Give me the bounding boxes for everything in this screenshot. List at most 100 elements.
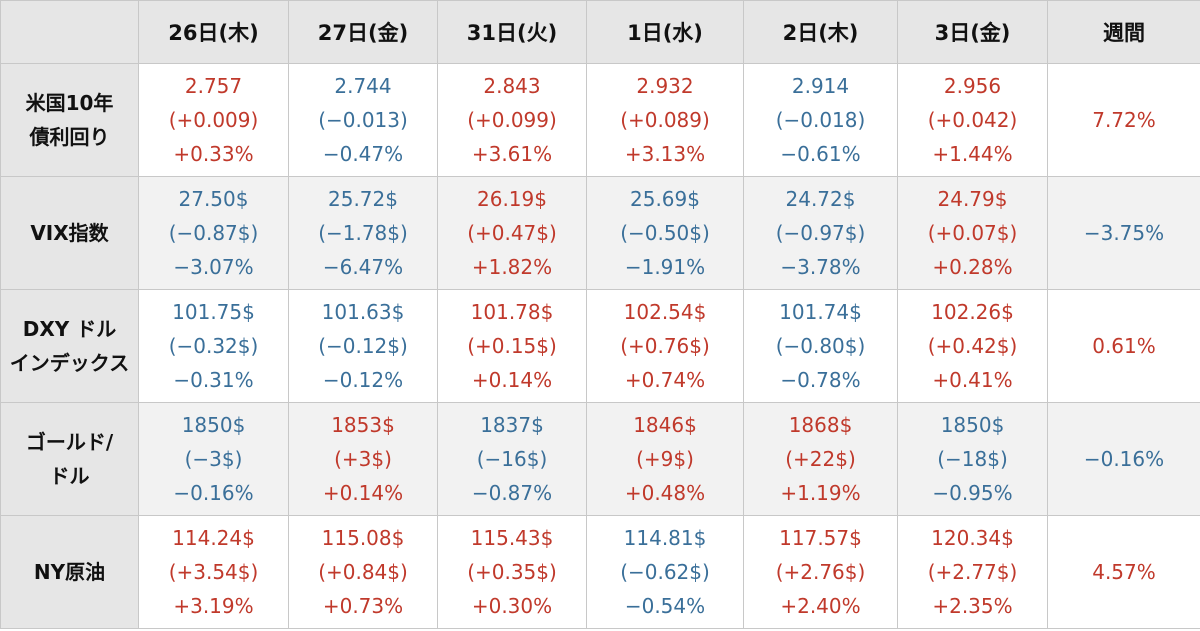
data-cell: 2.744 (−0.013) −0.47% <box>288 63 438 177</box>
cell-value: 25.72$ <box>328 187 398 211</box>
cell-value: 25.69$ <box>630 187 700 211</box>
data-cell: 1837$ (−16$) −0.87% <box>437 402 587 516</box>
cell-value: 1850$ <box>940 413 1005 437</box>
cell-value: 2.932 <box>636 74 694 98</box>
cell-pct: +0.48% <box>624 481 706 505</box>
row-label-line: 米国10年 <box>25 91 114 115</box>
table-row: NY原油 114.24$ (+3.54$) +3.19% 115.08$ (+0.84$)… <box>0 515 1200 629</box>
table-row: VIX指数 27.50$ (−0.87$) −3.07% 25.72$ (−1.78$) −… <box>0 176 1200 290</box>
cell-pct: +1.19% <box>780 481 861 505</box>
row-label-line: DXY ドル <box>22 317 117 341</box>
cell-change: (+0.009) <box>168 108 259 132</box>
cell-change: (+0.099) <box>467 108 557 132</box>
cell-change: (−0.62$) <box>620 560 710 584</box>
data-cell: 115.43$ (+0.35$) +0.30% <box>437 515 587 629</box>
cell-value: 2.757 <box>184 74 243 98</box>
weekly-change-cell: −3.75% <box>1047 176 1200 290</box>
data-cell: 114.24$ (+3.54$) +3.19% <box>138 515 289 629</box>
cell-pct: −0.54% <box>624 594 706 618</box>
data-cell: 114.81$ (−0.62$) −0.54% <box>586 515 744 629</box>
cell-change: (−3$) <box>184 447 243 471</box>
cell-value: 24.72$ <box>785 187 856 211</box>
cell-pct: +0.30% <box>471 594 553 618</box>
data-cell: 117.57$ (+2.76$) +2.40% <box>743 515 898 629</box>
data-cell: 24.72$ (−0.97$) −3.78% <box>743 176 898 290</box>
cell-value: 102.54$ <box>623 300 707 324</box>
cell-pct: +0.28% <box>932 255 1013 279</box>
cell-pct: +0.14% <box>322 481 404 505</box>
data-cell: 115.08$ (+0.84$) +0.73% <box>288 515 438 629</box>
column-header-weekly: 週間 <box>1047 0 1200 64</box>
data-cell: 101.63$ (−0.12$) −0.12% <box>288 289 438 403</box>
cell-pct: −0.78% <box>780 368 861 392</box>
cell-value: 102.26$ <box>931 300 1014 324</box>
data-cell: 1853$ (+3$) +0.14% <box>288 402 438 516</box>
cell-change: (−1.78$) <box>318 221 408 245</box>
column-header: 1日(水) <box>586 0 744 64</box>
row-header: ゴールド/ドル <box>0 402 139 516</box>
data-cell: 101.75$ (−0.32$) −0.31% <box>138 289 289 403</box>
row-label-line: VIX指数 <box>30 221 109 245</box>
cell-value: 27.50$ <box>178 187 249 211</box>
table-row: 米国10年 債利回り 2.757 (+0.009) +0.33% 2.744 (−0.013… <box>0 63 1200 177</box>
data-cell: 26.19$ (+0.47$) +1.82% <box>437 176 587 290</box>
row-label-line: ドル <box>49 464 90 488</box>
column-header: 26日(木) <box>138 0 289 64</box>
data-cell: 2.914 (−0.018) −0.61% <box>743 63 898 177</box>
cell-change: (−16$) <box>476 447 548 471</box>
cell-change: (+3$) <box>334 447 392 471</box>
weekly-change-cell: 7.72% <box>1047 63 1200 177</box>
cell-change: (+0.76$) <box>620 334 710 358</box>
data-cell: 2.843 (+0.099) +3.61% <box>437 63 587 177</box>
data-cell: 1850$ (−3$) −0.16% <box>138 402 289 516</box>
row-header: NY原油 <box>0 515 139 629</box>
cell-pct: −6.47% <box>322 255 404 279</box>
cell-change: (−0.12$) <box>318 334 408 358</box>
cell-change: (+0.84$) <box>318 560 408 584</box>
cell-change: (−0.50$) <box>620 221 710 245</box>
cell-value: 2.744 <box>334 74 392 98</box>
cell-value: 101.74$ <box>779 300 862 324</box>
data-cell: 120.34$ (+2.77$) +2.35% <box>897 515 1048 629</box>
cell-value: 117.57$ <box>779 526 862 550</box>
data-cell: 2.956 (+0.042) +1.44% <box>897 63 1048 177</box>
row-header: DXY ドル インデックス <box>0 289 139 403</box>
cell-pct: +2.35% <box>932 594 1013 618</box>
cell-change: (+3.54$) <box>168 560 259 584</box>
data-cell: 102.54$ (+0.76$) +0.74% <box>586 289 744 403</box>
cell-pct: −0.61% <box>780 142 861 166</box>
cell-change: (+0.042) <box>927 108 1018 132</box>
cell-pct: +0.74% <box>624 368 706 392</box>
cell-change: (−0.87$) <box>168 221 259 245</box>
cell-value: 120.34$ <box>931 526 1014 550</box>
cell-change: (+0.47$) <box>467 221 557 245</box>
data-cell: 1846$ (+9$) +0.48% <box>586 402 744 516</box>
cell-value: 114.24$ <box>172 526 255 550</box>
weekly-change-cell: 4.57% <box>1047 515 1200 629</box>
cell-pct: −0.95% <box>932 481 1013 505</box>
cell-value: 26.19$ <box>477 187 547 211</box>
cell-change: (+2.77$) <box>927 560 1018 584</box>
data-cell: 2.932 (+0.089) +3.13% <box>586 63 744 177</box>
cell-pct: +1.44% <box>932 142 1013 166</box>
cell-change: (+0.42$) <box>927 334 1018 358</box>
cell-value: 101.75$ <box>172 300 255 324</box>
cell-change: (−18$) <box>937 447 1008 471</box>
cell-value: 1837$ <box>480 413 544 437</box>
cell-pct: +2.40% <box>780 594 861 618</box>
data-cell: 25.72$ (−1.78$) −6.47% <box>288 176 438 290</box>
cell-pct: +0.14% <box>471 368 553 392</box>
cell-value: 1853$ <box>331 413 395 437</box>
row-label-line: NY原油 <box>33 560 106 584</box>
cell-change: (+9$) <box>636 447 694 471</box>
cell-pct: −3.07% <box>173 255 254 279</box>
weekly-change-cell: −0.16% <box>1047 402 1200 516</box>
cell-pct: −0.16% <box>173 481 254 505</box>
table-row: DXY ドル インデックス 101.75$ (−0.32$) −0.31% 101.63$… <box>0 289 1200 403</box>
cell-value: 24.79$ <box>937 187 1008 211</box>
cell-value: 101.63$ <box>321 300 405 324</box>
data-cell: 2.757 (+0.009) +0.33% <box>138 63 289 177</box>
cell-change: (−0.018) <box>775 108 866 132</box>
data-cell: 27.50$ (−0.87$) −3.07% <box>138 176 289 290</box>
